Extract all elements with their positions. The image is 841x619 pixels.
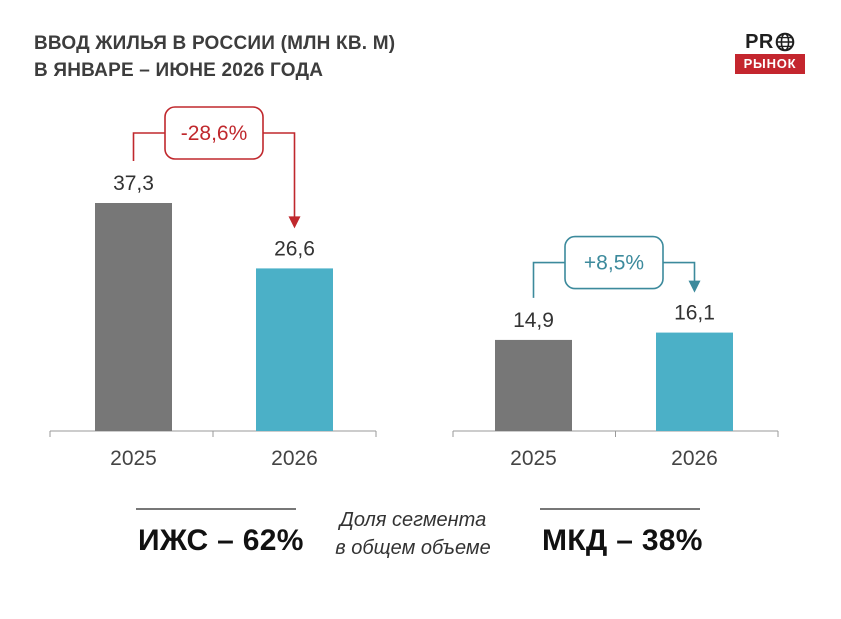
value-label-izhs-2026: 26,6 [274, 237, 315, 260]
category-label-mkd-2026: 2026 [671, 447, 718, 470]
bar-mkd-2025 [495, 339, 572, 431]
change-box-mkd [564, 235, 664, 290]
value-label-mkd-2025: 14,9 [513, 309, 554, 332]
segment-share-note-line-1: Доля сегмента [339, 509, 487, 531]
change-label-mkd: +8,5% [584, 252, 644, 275]
pro-rynok-logo: PR РЫНОК [735, 31, 805, 74]
segment-share-note: Доля сегмента в общем объеме [320, 506, 506, 562]
chart-title-line-1: ВВОД ЖИЛЬЯ В РОССИИ (МЛН КВ. М) [34, 33, 396, 54]
category-label-izhs-2025: 2025 [110, 447, 157, 470]
value-label-mkd-2026: 16,1 [674, 302, 715, 325]
chart-title-line-2: В ЯНВАРЕ – ИЮНЕ 2026 ГОДА [34, 60, 324, 81]
bar-mkd-2026 [656, 332, 733, 431]
change-connector-left-mkd [532, 261, 565, 298]
value-label-izhs-2025: 37,3 [113, 172, 154, 195]
category-label-izhs-2026: 2026 [271, 447, 318, 470]
change-arrow-mkd [688, 280, 701, 293]
category-label-mkd-2025: 2025 [510, 447, 557, 470]
summary-rule-left [136, 508, 296, 510]
summary-rule-right [540, 508, 700, 510]
change-connector-right-izhs [263, 132, 296, 218]
segment-share-izhs: ИЖС – 62% [138, 524, 304, 557]
change-connector-left-izhs [132, 132, 165, 161]
bar-izhs-2025 [95, 203, 172, 431]
chart-title: ВВОД ЖИЛЬЯ В РОССИИ (МЛН КВ. М) В ЯНВАРЕ… [34, 30, 395, 84]
change-box-izhs [164, 106, 264, 160]
segment-share-mkd: МКД – 38% [542, 524, 703, 557]
bar-izhs-2026 [256, 268, 333, 431]
globe-icon [775, 32, 795, 52]
change-connector-right-mkd [663, 261, 696, 282]
logo-text-bottom: РЫНОК [735, 54, 805, 74]
segment-share-note-line-2: в общем объеме [335, 537, 491, 559]
change-arrow-izhs [288, 216, 301, 229]
change-label-izhs: -28,6% [181, 122, 248, 145]
logo-text-top: PR [745, 31, 774, 53]
